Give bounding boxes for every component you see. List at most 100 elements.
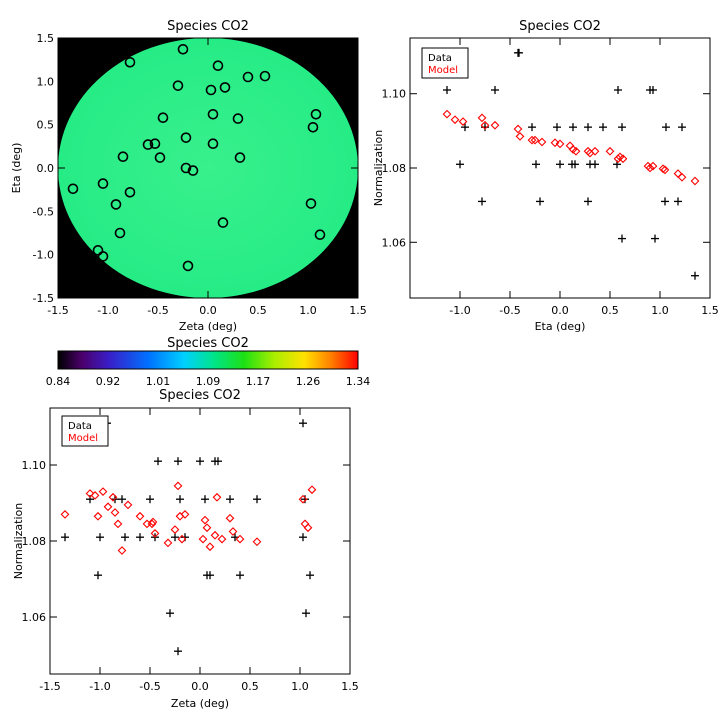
zeta-xtick-label: -1.0 bbox=[89, 680, 110, 693]
eta-ytick-label: 1.06 bbox=[382, 236, 407, 249]
map-ytick-label: 1.0 bbox=[37, 75, 55, 88]
zeta-model-point bbox=[117, 546, 127, 555]
zeta-model-point bbox=[60, 510, 70, 519]
eta-model-point bbox=[458, 117, 468, 126]
map-xtick-label: 1.0 bbox=[299, 304, 317, 317]
zeta-legend-model: Model bbox=[68, 433, 98, 444]
zeta-model-point bbox=[163, 538, 173, 548]
eta-xlabel: Eta (deg) bbox=[535, 320, 586, 333]
map-panel: Species CO2 -1.5 -1.0 -0.5 0.0 0.5 1.0 1.5 -1.5… bbox=[10, 19, 367, 333]
eta-model-point bbox=[513, 124, 523, 134]
eta-ylabel: Normalization bbox=[372, 130, 385, 206]
map-point bbox=[207, 138, 219, 150]
map-point bbox=[307, 121, 319, 133]
zeta-model-point bbox=[198, 534, 208, 544]
eta-model-point bbox=[590, 146, 600, 156]
zeta-panel: Species CO2 -1.5 -1.0 -0.5 0.0 0.5 1.0 1.5 1.06… bbox=[12, 388, 359, 710]
zeta-model-point bbox=[210, 530, 220, 540]
eta-ytick-label: 1.10 bbox=[382, 88, 407, 101]
eta-model-point bbox=[490, 120, 500, 130]
map-ytick-label: -0.5 bbox=[33, 205, 54, 218]
map-ytick-label: -1.5 bbox=[33, 292, 54, 305]
zeta-model-point bbox=[202, 523, 212, 533]
eta-legend-model: Model bbox=[428, 65, 458, 76]
zeta-model-point bbox=[298, 494, 308, 504]
zeta-ylabel: Normalization bbox=[12, 503, 25, 579]
map-point bbox=[205, 84, 217, 96]
zeta-ytick-label: 1.06 bbox=[22, 611, 47, 624]
map-point bbox=[310, 108, 322, 120]
zeta-model-point bbox=[123, 500, 133, 510]
zeta-title: Species CO2 bbox=[159, 388, 241, 403]
eta-xtick-label: -0.5 bbox=[499, 304, 520, 317]
map-point bbox=[217, 217, 229, 228]
zeta-model-point bbox=[113, 519, 123, 529]
eta-model-point bbox=[673, 169, 683, 178]
map-point bbox=[177, 43, 189, 55]
zeta-model-point bbox=[103, 502, 113, 512]
zeta-xtick-label: -0.5 bbox=[139, 680, 160, 693]
map-point bbox=[97, 251, 109, 262]
map-ytick-label: 1.5 bbox=[37, 32, 55, 45]
zeta-ytick-label: 1.08 bbox=[22, 535, 47, 548]
eta-model-point bbox=[605, 146, 615, 156]
map-xtick-label: -1.0 bbox=[97, 304, 118, 317]
eta-model-point bbox=[658, 164, 668, 174]
zeta-model-point bbox=[93, 511, 103, 521]
zeta-model-point bbox=[225, 513, 235, 523]
map-xtick-label: 0.5 bbox=[249, 304, 267, 317]
zeta-model-point bbox=[212, 492, 222, 502]
map-title: Species CO2 bbox=[167, 19, 249, 34]
map-ytick-label: -1.0 bbox=[33, 249, 54, 262]
eta-model-point bbox=[530, 135, 540, 145]
eta-xtick-label: 0.0 bbox=[551, 304, 569, 317]
colorbar-title: Species CO2 bbox=[167, 336, 249, 351]
eta-panel: Species CO2 -1.0 -0.5 0.0 0.5 1.0 1.5 1.06 1.08… bbox=[372, 19, 719, 333]
map-field bbox=[58, 38, 358, 298]
eta-model-point bbox=[515, 132, 525, 141]
eta-model-point bbox=[690, 176, 700, 186]
zeta-model-point bbox=[303, 523, 313, 533]
map-point bbox=[114, 227, 126, 239]
eta-model-point bbox=[555, 139, 565, 149]
zeta-xlabel: Zeta (deg) bbox=[171, 697, 229, 710]
map-point bbox=[219, 82, 231, 93]
map-point bbox=[110, 199, 122, 210]
zeta-xtick-label: -1.5 bbox=[39, 680, 60, 693]
eta-model-point bbox=[660, 165, 670, 175]
zeta-xtick-label: 0.0 bbox=[191, 680, 209, 693]
eta-model-point bbox=[527, 135, 537, 145]
eta-legend-box bbox=[421, 47, 469, 79]
map-point bbox=[180, 132, 192, 143]
zeta-model-point bbox=[170, 525, 180, 534]
zeta-model-point bbox=[205, 542, 215, 552]
map-xtick-label: -0.5 bbox=[147, 304, 168, 317]
colorbar-tick-label: 1.17 bbox=[246, 375, 271, 388]
zeta-model-point bbox=[307, 485, 317, 495]
eta-model-point bbox=[450, 115, 460, 125]
eta-model-point bbox=[537, 137, 547, 147]
map-point bbox=[242, 71, 254, 83]
colorbar-gradient bbox=[57, 350, 359, 370]
eta-xtick-label: 1.0 bbox=[651, 304, 669, 317]
eta-title: Species CO2 bbox=[519, 19, 601, 34]
zeta-model-point bbox=[217, 534, 227, 544]
colorbar-tick-label: 1.34 bbox=[346, 375, 371, 388]
map-point bbox=[154, 152, 166, 163]
map-xtick-label: 1.5 bbox=[349, 304, 367, 317]
map-xtick-label: 0.0 bbox=[199, 304, 217, 317]
zeta-model-point bbox=[180, 510, 190, 519]
colorbar-panel: Species CO2 0.84 0.92 1.01 1.09 1.17 1.26 1.34 bbox=[46, 336, 371, 388]
zeta-model-point bbox=[228, 527, 238, 536]
eta-legend-data: Data bbox=[428, 53, 452, 64]
zeta-ytick-label: 1.10 bbox=[22, 459, 47, 472]
colorbar-tick-label: 1.26 bbox=[296, 375, 321, 388]
zeta-legend-box bbox=[61, 415, 109, 447]
zeta-model-point bbox=[135, 511, 145, 521]
map-point bbox=[97, 178, 109, 189]
eta-xtick-label: -1.0 bbox=[449, 304, 470, 317]
zeta-xtick-label: 0.5 bbox=[241, 680, 259, 693]
eta-model-point bbox=[442, 109, 452, 119]
zeta-model-point bbox=[150, 529, 160, 538]
